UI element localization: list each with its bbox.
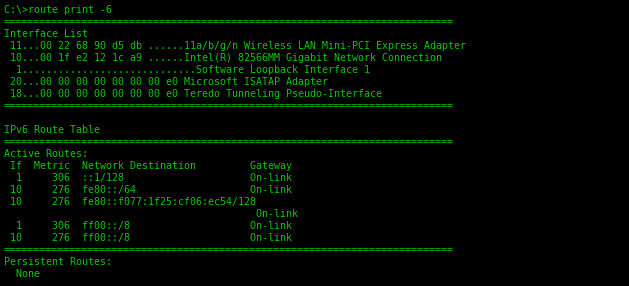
Text: C:\>route print -6: C:\>route print -6 — [4, 5, 112, 15]
Text: On-link: On-link — [4, 209, 298, 219]
Text: 1     306  ::1/128                     On-link: 1 306 ::1/128 On-link — [4, 173, 292, 183]
Text: IPv6 Route Table: IPv6 Route Table — [4, 125, 100, 135]
Text: 11...00 22 68 90 d5 db ......11a/b/g/n Wireless LAN Mini-PCI Express Adapter: 11...00 22 68 90 d5 db ......11a/b/g/n W… — [4, 41, 466, 51]
Text: If  Metric  Network Destination         Gateway: If Metric Network Destination Gateway — [4, 161, 292, 171]
Text: 10     276  fe80::f077:1f25:cf06:ec54/128: 10 276 fe80::f077:1f25:cf06:ec54/128 — [4, 197, 256, 207]
Text: 18...00 00 00 00 00 00 00 e0 Teredo Tunneling Pseudo-Interface: 18...00 00 00 00 00 00 00 e0 Teredo Tunn… — [4, 89, 382, 99]
Text: None: None — [4, 269, 40, 279]
Text: 10     276  ff00::/8                    On-link: 10 276 ff00::/8 On-link — [4, 233, 292, 243]
Text: Interface List: Interface List — [4, 29, 88, 39]
Text: 10     276  fe80::/64                   On-link: 10 276 fe80::/64 On-link — [4, 185, 292, 195]
Text: ===========================================================================: ========================================… — [4, 245, 454, 255]
Text: 20...00 00 00 00 00 00 00 e0 Microsoft ISATAP Adapter: 20...00 00 00 00 00 00 00 e0 Microsoft I… — [4, 77, 328, 87]
Text: ===========================================================================: ========================================… — [4, 17, 454, 27]
Text: 1     306  ff00::/8                    On-link: 1 306 ff00::/8 On-link — [4, 221, 292, 231]
Text: 1.............................Software Loopback Interface 1: 1.............................Software L… — [4, 65, 370, 75]
Text: 10...00 1f e2 12 1c a9 ......Intel(R) 82566MM Gigabit Network Connection: 10...00 1f e2 12 1c a9 ......Intel(R) 82… — [4, 53, 442, 63]
Text: Active Routes:: Active Routes: — [4, 149, 88, 159]
Text: ===========================================================================: ========================================… — [4, 137, 454, 147]
Text: Persistent Routes:: Persistent Routes: — [4, 257, 112, 267]
Text: ===========================================================================: ========================================… — [4, 101, 454, 111]
